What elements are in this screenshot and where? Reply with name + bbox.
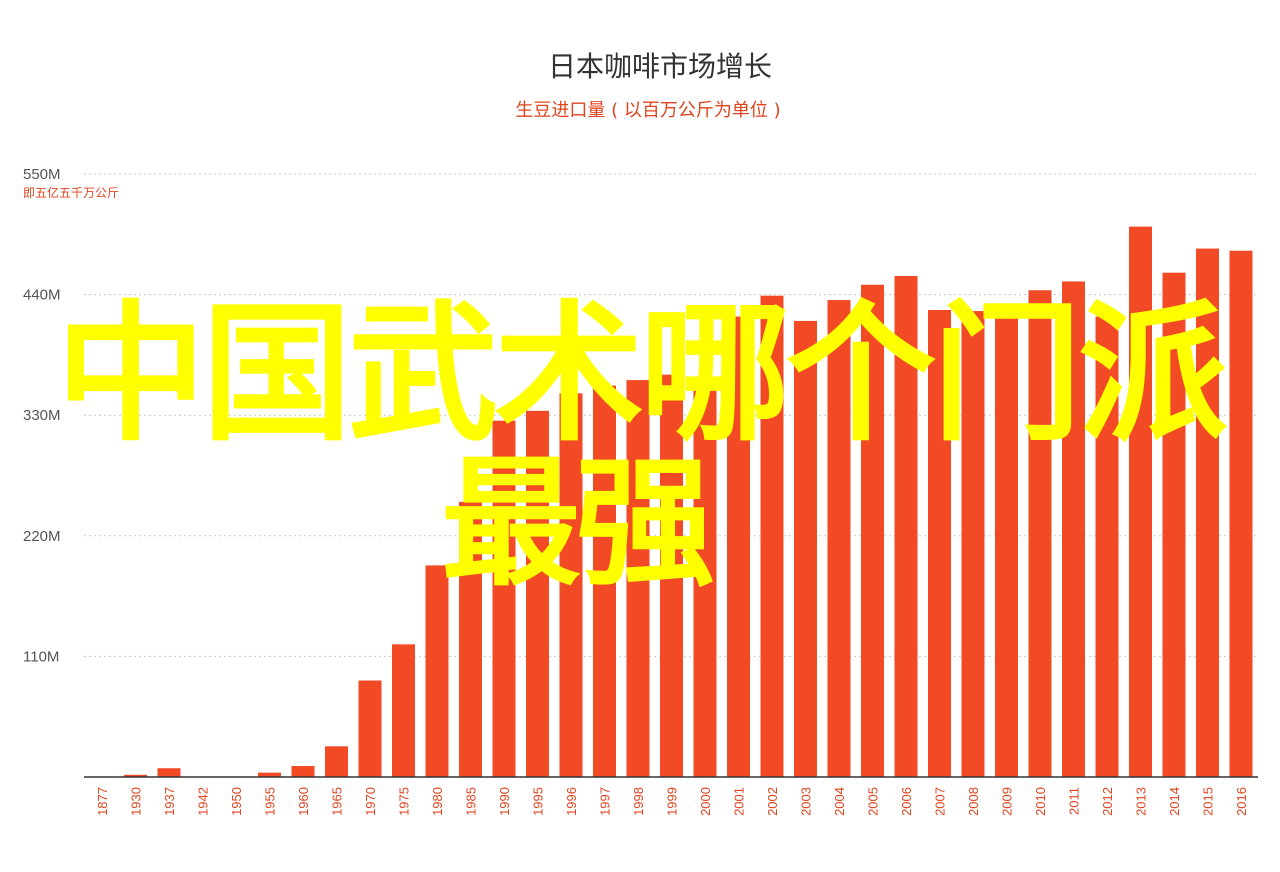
bar-2004 [827,300,851,777]
x-tick-label: 2003 [799,787,814,816]
y-tick-label: 440M [23,287,61,304]
y-axis-unit-note: 即五亿五千万公斤 [23,185,119,200]
bar-1997 [593,385,616,777]
y-tick-label: 550M [23,166,61,183]
y-tick-label: 110M [23,648,59,665]
bar-1999 [660,374,683,777]
x-tick-label: 1995 [531,787,546,816]
bar-1937 [157,768,181,777]
x-tick-label: 1970 [363,787,378,816]
x-tick-label: 1980 [430,787,445,816]
bar-2002 [760,295,784,777]
y-tick-label: 220M [23,528,61,545]
y-axis-ticks: 550M 440M 330M 220M 110M [23,166,61,665]
x-axis-ticks: 1877 1930 1937 1942 1950 1955 1960 1965 1970 1975… [95,787,1249,816]
bar-2006 [894,275,918,777]
x-tick-label: 2005 [866,787,881,816]
bar-2007 [928,309,951,777]
bar-2011 [1062,281,1085,777]
x-tick-label: 2006 [899,787,914,816]
bar-2009 [995,309,1018,777]
bar-2016 [1229,250,1253,777]
bar-2012 [1095,316,1119,777]
x-tick-label: 1960 [296,787,311,816]
bar-1995 [526,410,549,777]
bar-2005 [861,284,884,777]
x-tick-label: 2011 [1067,787,1082,815]
bar-1998 [626,380,650,777]
x-tick-label: 1975 [397,787,412,816]
x-tick-label: 2001 [732,787,747,816]
bar-2010 [1028,290,1052,777]
x-tick-label: 1998 [631,787,646,816]
bar-2008 [961,311,985,777]
x-tick-label: 1877 [95,787,110,816]
x-tick-label: 2010 [1033,787,1048,816]
bar-1960 [291,766,315,777]
bar-1975 [392,644,415,777]
chart-title: 日本咖啡市场增长 [548,50,772,83]
x-tick-label: 1999 [665,787,680,816]
x-tick-label: 2014 [1167,787,1182,816]
bar-1980 [425,565,449,777]
x-tick-label: 1997 [598,787,613,816]
bar-1965 [325,746,348,777]
bar-2015 [1196,248,1219,777]
chart-subtitle: 生豆进口量 ( 以百万公斤为单位 ) [515,100,780,121]
x-tick-label: 2007 [933,787,948,816]
y-tick-label: 330M [23,407,61,424]
x-tick-label: 2000 [698,787,713,816]
x-tick-label: 1965 [330,787,345,816]
bar-2014 [1162,272,1186,777]
x-tick-label: 1996 [564,787,579,816]
x-tick-label: 2013 [1134,787,1149,816]
x-tick-label: 2009 [1000,787,1015,816]
x-tick-label: 2012 [1100,787,1115,816]
bar-2003 [794,320,817,777]
bars [124,226,1253,777]
bar-2013 [1129,226,1152,777]
x-tick-label: 1990 [497,787,512,816]
bar-2000 [693,381,717,777]
x-tick-label: 2015 [1201,787,1216,816]
x-tick-label: 1950 [229,787,244,816]
bar-1955 [258,772,281,777]
x-tick-label: 1955 [263,787,278,816]
x-tick-label: 1930 [129,787,144,816]
bar-1930 [124,774,147,777]
bar-1970 [358,680,382,777]
bar-1985 [459,501,482,777]
bar-1996 [559,393,583,777]
x-tick-label: 1942 [196,787,211,816]
x-tick-label: 2004 [832,787,847,816]
x-tick-label: 2016 [1234,787,1249,816]
bar-1990 [492,420,516,777]
x-tick-label: 2002 [765,787,780,816]
x-tick-label: 2008 [966,787,981,816]
x-tick-label: 1937 [162,787,177,816]
x-tick-label: 1985 [464,787,479,816]
bar-2001 [727,316,750,777]
